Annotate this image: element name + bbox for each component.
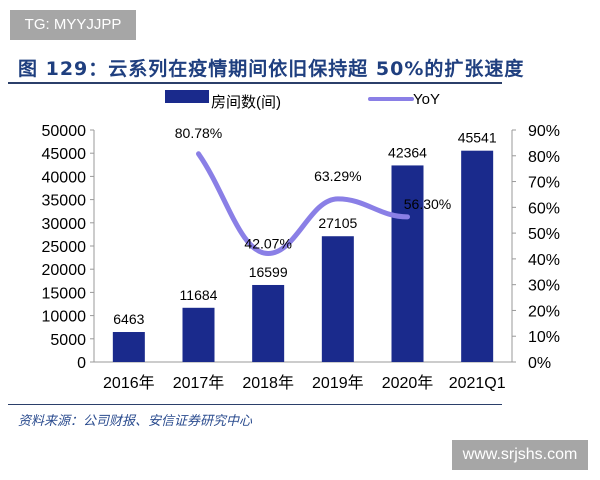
right-tick-label: 10% [528,329,560,346]
figure-title: 图 129：云系列在疫情期间依旧保持超 50%的扩张速度 [18,58,525,80]
right-tick-label: 30% [528,278,560,295]
right-tick-label: 40% [528,252,560,269]
left-tick-label: 40000 [42,169,87,186]
yoy-label: 63.29% [314,168,361,184]
bar [112,332,145,362]
right-tick-label: 70% [528,175,560,192]
yoy-label: 42.07% [244,236,291,252]
footer-divider [8,404,502,405]
bar-label: 42364 [388,144,427,160]
legend-bar-swatch [165,90,209,103]
left-tick-label: 25000 [42,239,87,256]
left-tick-label: 10000 [42,309,87,326]
legend-bar-label: 房间数(间) [211,94,281,111]
right-tick-label: 50% [528,226,560,243]
bar-label: 45541 [458,130,497,146]
left-tick-label: 15000 [42,285,87,302]
yoy-line [196,151,410,257]
legend-line-label: YoY [413,91,440,108]
x-tick-label: 2018年 [242,374,294,392]
x-tick-label: 2020年 [382,374,434,392]
left-tick-label: 5000 [50,332,86,349]
right-tick-label: 60% [528,200,560,217]
left-tick-label: 0 [77,355,86,372]
right-tick-label: 90% [528,123,560,140]
left-tick-label: 30000 [42,216,87,233]
bar [182,307,215,362]
left-tick-label: 35000 [42,193,87,210]
yoy-label: 56.30% [404,196,451,212]
title-divider [8,82,502,84]
bar [252,284,285,362]
watermark-top: TG: MYYJJPP [10,10,136,40]
bar-label: 6463 [113,311,144,327]
chart: 房间数(间) YoY 0 5000 10000 15000 20000 25000 30000 3… [42,90,560,392]
bar [391,165,424,362]
right-tick-label: 20% [528,303,560,320]
yoy-label: 80.78% [175,125,222,141]
left-tick-label: 20000 [42,262,87,279]
bar-label: 11684 [180,287,218,303]
right-tick-label: 80% [528,149,560,166]
bar [321,236,354,362]
source-note: 资料来源：公司财报、安信证券研究中心 [18,414,253,429]
bar [461,150,494,362]
x-tick-label: 2017年 [173,374,225,392]
left-tick-label: 45000 [42,146,87,163]
watermark-bottom: www.srjshs.com [452,440,588,470]
x-tick-label: 2019年 [312,374,364,392]
x-tick-label: 2021Q1 [449,375,506,392]
bar-label: 16599 [249,264,288,280]
bar-label: 27105 [318,215,357,231]
left-tick-label: 50000 [42,123,87,140]
right-tick-label: 0% [528,355,551,372]
x-tick-label: 2016年 [103,374,155,392]
